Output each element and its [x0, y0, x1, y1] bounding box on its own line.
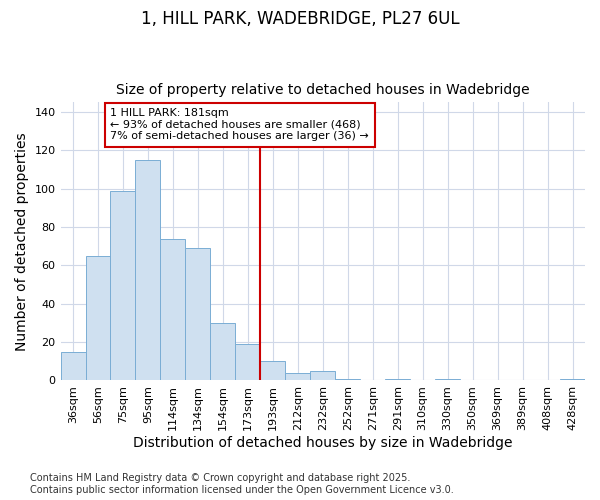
- Bar: [86, 256, 110, 380]
- Bar: [286, 373, 310, 380]
- Bar: [385, 378, 410, 380]
- Bar: [185, 248, 211, 380]
- Bar: [335, 378, 360, 380]
- Text: Contains HM Land Registry data © Crown copyright and database right 2025.
Contai: Contains HM Land Registry data © Crown c…: [30, 474, 454, 495]
- Bar: [560, 378, 585, 380]
- Text: 1, HILL PARK, WADEBRIDGE, PL27 6UL: 1, HILL PARK, WADEBRIDGE, PL27 6UL: [140, 10, 460, 28]
- X-axis label: Distribution of detached houses by size in Wadebridge: Distribution of detached houses by size …: [133, 436, 512, 450]
- Bar: [260, 362, 286, 380]
- Bar: [435, 378, 460, 380]
- Bar: [310, 371, 335, 380]
- Bar: [136, 160, 160, 380]
- Bar: [235, 344, 260, 381]
- Bar: [110, 190, 136, 380]
- Text: 1 HILL PARK: 181sqm
← 93% of detached houses are smaller (468)
7% of semi-detach: 1 HILL PARK: 181sqm ← 93% of detached ho…: [110, 108, 369, 142]
- Bar: [61, 352, 86, 380]
- Bar: [160, 238, 185, 380]
- Bar: [211, 323, 235, 380]
- Title: Size of property relative to detached houses in Wadebridge: Size of property relative to detached ho…: [116, 83, 530, 97]
- Y-axis label: Number of detached properties: Number of detached properties: [15, 132, 29, 350]
